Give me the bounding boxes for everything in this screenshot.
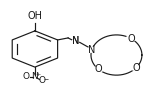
Text: O: O — [39, 76, 46, 85]
Text: O: O — [95, 64, 102, 74]
Ellipse shape — [131, 66, 141, 70]
Text: O: O — [132, 63, 140, 73]
Text: O: O — [23, 72, 30, 81]
Text: N: N — [72, 36, 79, 46]
Ellipse shape — [72, 39, 79, 43]
Text: −: − — [43, 77, 48, 82]
Text: N: N — [72, 36, 79, 46]
Text: +: + — [36, 72, 41, 77]
Text: OH: OH — [27, 11, 42, 21]
Text: N: N — [32, 72, 38, 81]
Text: O: O — [127, 34, 135, 44]
Ellipse shape — [126, 36, 136, 41]
Text: N: N — [88, 45, 96, 55]
Ellipse shape — [87, 47, 97, 52]
Ellipse shape — [93, 67, 104, 72]
